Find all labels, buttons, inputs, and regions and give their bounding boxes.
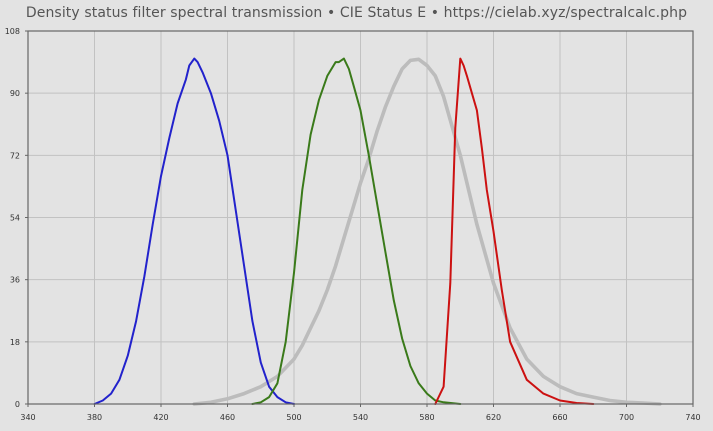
x-tick-label: 740	[685, 413, 700, 422]
x-tick-label: 420	[153, 413, 168, 422]
x-tick-label: 620	[486, 413, 501, 422]
series-layer	[93, 57, 662, 406]
y-tick-label: 90	[10, 89, 20, 98]
y-axis-ticks: 0 18 36 54 72 90 108	[5, 27, 28, 409]
x-tick-label: 660	[552, 413, 567, 422]
x-tick-label: 540	[353, 413, 368, 422]
series-line-1	[93, 57, 295, 405]
x-tick-label: 460	[220, 413, 235, 422]
series-line-2	[251, 57, 462, 405]
series-line-3	[434, 57, 595, 405]
y-tick-label: 0	[15, 400, 20, 409]
x-tick-label: 500	[286, 413, 301, 422]
chart-title: Density status filter spectral transmiss…	[25, 5, 688, 21]
x-axis-ticks: 340 380 420 460 500 540 580 620 660 700 740	[20, 404, 701, 422]
x-tick-label: 700	[619, 413, 634, 422]
x-tick-label: 380	[87, 413, 102, 422]
y-tick-label: 18	[10, 338, 20, 347]
y-tick-label: 54	[10, 214, 20, 223]
series-line-0	[192, 57, 662, 406]
y-tick-label: 72	[10, 151, 20, 160]
y-tick-label: 36	[10, 276, 20, 285]
y-tick-label: 108	[5, 27, 20, 36]
x-tick-label: 580	[419, 413, 434, 422]
x-tick-label: 340	[20, 413, 35, 422]
